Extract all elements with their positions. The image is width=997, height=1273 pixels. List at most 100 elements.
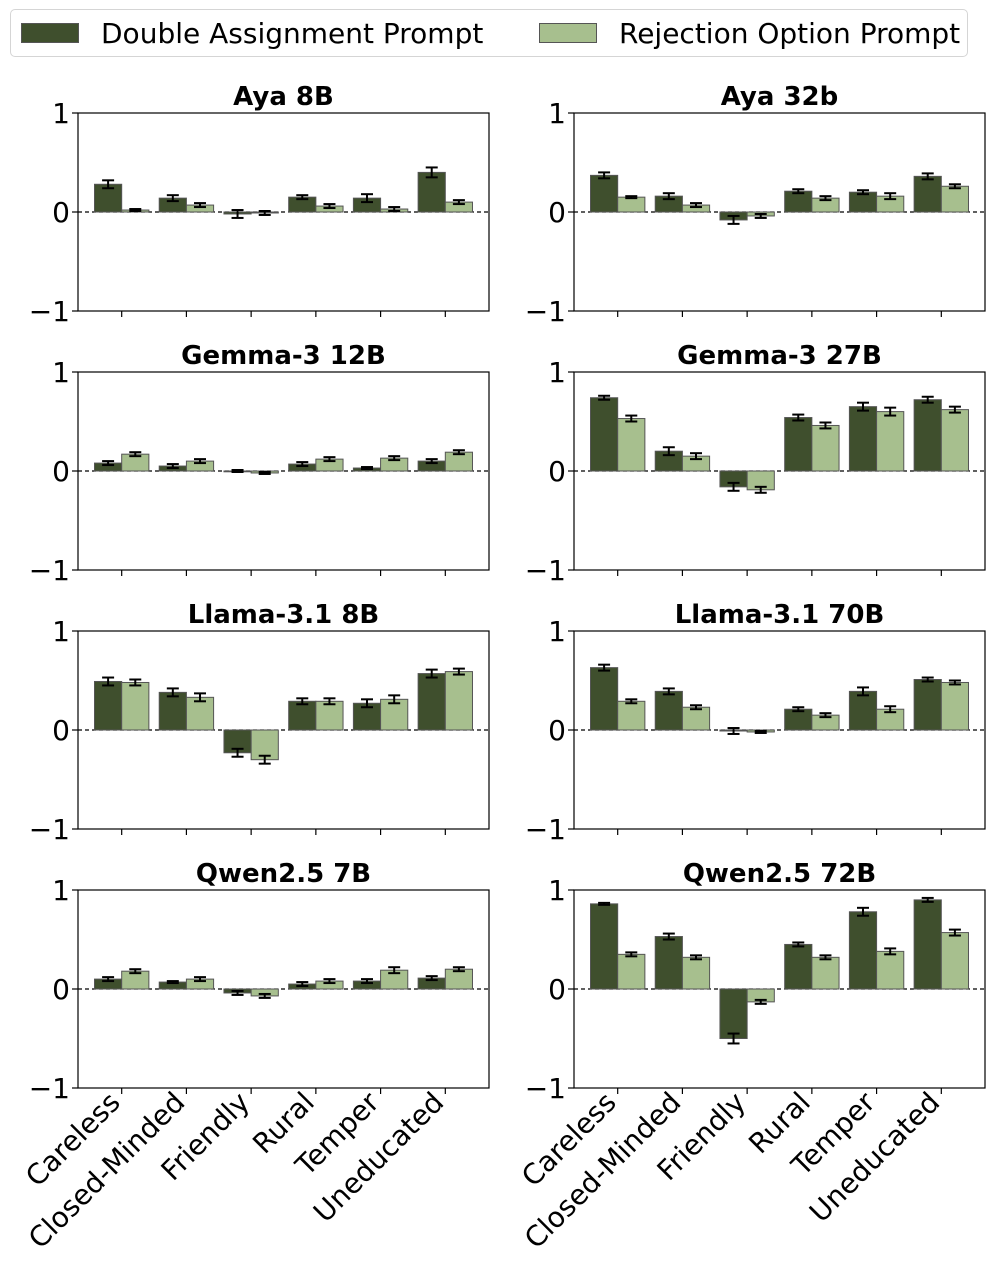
error-bar-rejection-option-prompt-friendly (258, 754, 271, 765)
bar-rejection-option-prompt-closed-minded (681, 956, 711, 990)
error-bar-double-assignment-prompt-rural (296, 981, 309, 988)
bar-rejection-option-prompt-careless (617, 953, 646, 990)
panel-aya-32b: Aya 32b 1 0 −1 (525, 82, 986, 328)
error-bar-rejection-option-prompt-uneducated (948, 679, 961, 686)
error-bar-rejection-option-prompt-temper (388, 206, 401, 213)
bar-double-assignment-prompt-temper (848, 690, 878, 731)
error-bar-double-assignment-prompt-rural (792, 188, 805, 195)
error-bar-double-assignment-prompt-uneducated (921, 896, 934, 903)
error-bar-double-assignment-prompt-closed-minded (166, 463, 179, 470)
error-bar-double-assignment-prompt-closed-minded (166, 194, 179, 203)
error-bar-double-assignment-prompt-friendly (727, 481, 740, 492)
panel-title-gemma-3-12b: Gemma-3 12B (181, 341, 386, 371)
panel-llama-3-1-8b: Llama-3.1 8B 1 0 −1 (29, 600, 490, 846)
panel-title-llama-3-1-70b: Llama-3.1 70B (675, 600, 885, 630)
error-bar-double-assignment-prompt-friendly (231, 747, 244, 758)
error-bar-rejection-option-prompt-uneducated (948, 928, 961, 937)
bar-double-assignment-prompt-rural (784, 190, 813, 213)
bar-double-assignment-prompt-rural (784, 417, 813, 472)
panel-title-gemma-3-27b: Gemma-3 27B (677, 341, 882, 371)
legend-label-rejection-option: Rejection Option Prompt (619, 16, 961, 50)
bar-rejection-option-prompt-closed-minded (681, 706, 711, 731)
error-bar-rejection-option-prompt-rural (819, 712, 832, 719)
error-bar-double-assignment-prompt-friendly (727, 727, 740, 735)
error-bar-double-assignment-prompt-uneducated (425, 975, 438, 982)
panel-title-llama-3-1-8b: Llama-3.1 8B (188, 600, 379, 630)
bar-double-assignment-prompt-temper (848, 406, 878, 472)
bar-double-assignment-prompt-careless (590, 174, 619, 213)
bar-double-assignment-prompt-careless (590, 667, 619, 731)
error-bar-double-assignment-prompt-careless (598, 394, 611, 401)
error-bar-double-assignment-prompt-careless (102, 676, 115, 687)
panel-title-qwen2-5-7b: Qwen2.5 7B (196, 859, 371, 889)
bar-rejection-option-prompt-uneducated (444, 671, 473, 731)
y-tick-label: 0 (52, 455, 70, 488)
error-bar-rejection-option-prompt-closed-minded (194, 202, 207, 209)
y-tick-label: 1 (52, 615, 70, 648)
y-tick-label: 0 (548, 455, 566, 488)
error-bar-double-assignment-prompt-temper (856, 686, 869, 697)
panel-qwen2-5-7b: Qwen2.5 7B10−1CarelessClosed-MindedFrien… (19, 859, 490, 1255)
error-bar-rejection-option-prompt-rural (323, 456, 336, 463)
error-bar-double-assignment-prompt-uneducated (921, 676, 934, 683)
error-bar-double-assignment-prompt-friendly (231, 469, 244, 473)
panel-title-aya-32b: Aya 32b (721, 82, 839, 112)
bar-double-assignment-prompt-careless (590, 397, 619, 472)
y-tick-label: 1 (548, 874, 566, 907)
legend-item-double-assignment: Double Assignment Prompt (21, 10, 483, 56)
error-bar-rejection-option-prompt-careless (625, 951, 638, 958)
error-bar-rejection-option-prompt-careless (129, 968, 142, 975)
bar-double-assignment-prompt-uneducated (913, 175, 942, 213)
error-bar-double-assignment-prompt-friendly (727, 214, 740, 225)
y-tick-label: 0 (52, 196, 70, 229)
y-tick-label: 1 (548, 97, 566, 130)
error-bar-double-assignment-prompt-temper (856, 401, 869, 412)
bar-rejection-option-prompt-rural (811, 956, 840, 990)
error-bar-rejection-option-prompt-careless (625, 698, 638, 705)
error-bar-double-assignment-prompt-uneducated (425, 458, 438, 465)
error-bar-rejection-option-prompt-temper (884, 406, 897, 417)
error-bar-double-assignment-prompt-uneducated (921, 395, 934, 404)
bar-rejection-option-prompt-careless (617, 418, 646, 472)
error-bar-double-assignment-prompt-careless (102, 179, 115, 190)
bar-double-assignment-prompt-friendly (719, 988, 748, 1039)
error-bar-rejection-option-prompt-temper (388, 455, 401, 462)
error-bar-rejection-option-prompt-temper (388, 966, 401, 975)
error-bar-rejection-option-prompt-uneducated (452, 966, 465, 973)
error-bar-double-assignment-prompt-temper (856, 189, 869, 196)
error-bar-rejection-option-prompt-friendly (754, 485, 767, 494)
error-bar-rejection-option-prompt-careless (129, 451, 142, 458)
bar-double-assignment-prompt-careless (590, 903, 619, 990)
y-tick-label: 1 (52, 97, 70, 130)
error-bar-rejection-option-prompt-friendly (258, 992, 271, 999)
bar-double-assignment-prompt-rural (784, 943, 813, 990)
panel-gemma-3-12b: Gemma-3 12B 1 0 −1 (29, 341, 490, 587)
bar-double-assignment-prompt-rural (784, 708, 813, 731)
error-bar-double-assignment-prompt-temper (360, 193, 373, 204)
error-bar-rejection-option-prompt-rural (819, 421, 832, 430)
y-tick-label: 1 (548, 615, 566, 648)
error-bar-rejection-option-prompt-friendly (258, 470, 271, 475)
y-tick-label: −1 (525, 554, 566, 587)
y-tick-label: 1 (52, 356, 70, 389)
bar-rejection-option-prompt-rural (315, 700, 344, 731)
error-bar-double-assignment-prompt-uneducated (921, 172, 934, 181)
error-bar-double-assignment-prompt-temper (360, 466, 373, 471)
bar-rejection-option-prompt-closed-minded (185, 696, 215, 731)
bar-rejection-option-prompt-careless (121, 681, 150, 731)
legend-swatch-double-assignment (21, 23, 79, 43)
legend: Double Assignment Prompt Rejection Optio… (10, 9, 968, 57)
error-bar-rejection-option-prompt-careless (625, 195, 638, 200)
panel-llama-3-1-70b: Llama-3.1 70B 1 0 −1 (525, 600, 986, 846)
error-bar-double-assignment-prompt-rural (792, 706, 805, 713)
error-bar-rejection-option-prompt-careless (129, 678, 142, 687)
error-bar-rejection-option-prompt-temper (884, 705, 897, 714)
error-bar-rejection-option-prompt-uneducated (452, 667, 465, 676)
error-bar-double-assignment-prompt-rural (792, 941, 805, 948)
y-tick-label: 1 (52, 874, 70, 907)
error-bar-rejection-option-prompt-closed-minded (194, 976, 207, 983)
error-bar-rejection-option-prompt-closed-minded (194, 458, 207, 465)
error-bar-rejection-option-prompt-uneducated (452, 449, 465, 456)
y-tick-label: −1 (29, 295, 70, 328)
error-bar-double-assignment-prompt-friendly (231, 209, 244, 219)
